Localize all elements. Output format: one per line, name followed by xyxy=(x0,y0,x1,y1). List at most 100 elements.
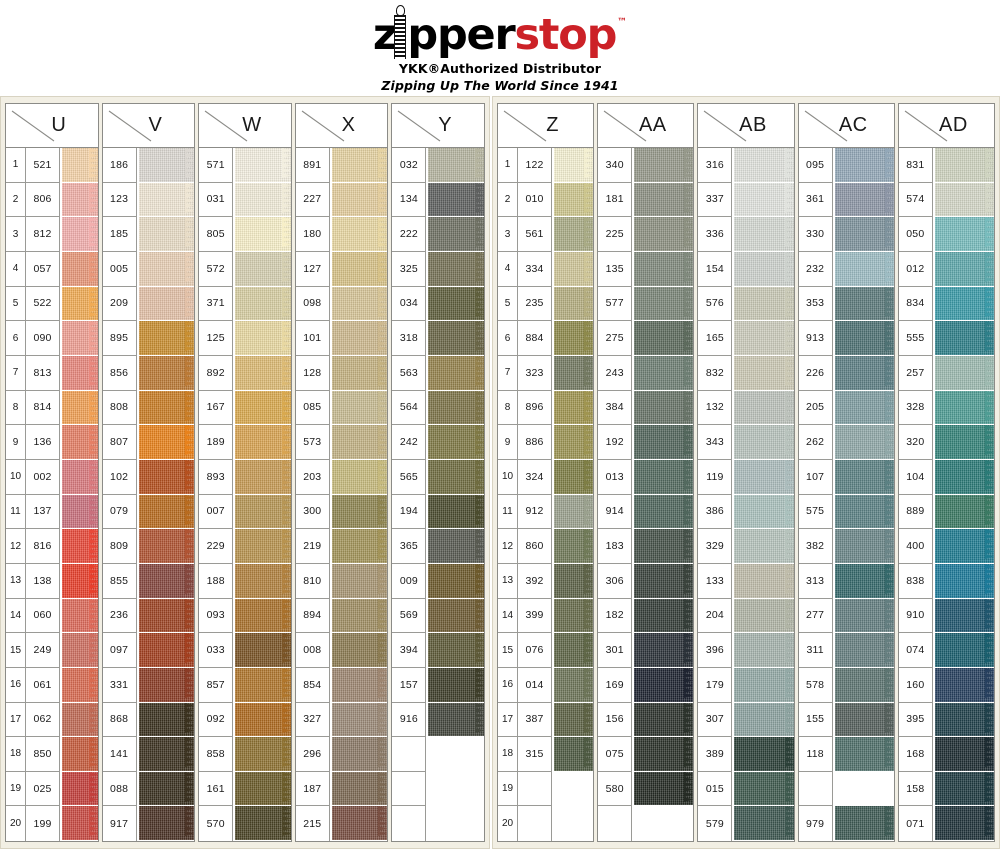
table-row[interactable]: 855 xyxy=(102,563,195,599)
color-swatch[interactable] xyxy=(552,321,594,356)
table-row[interactable]: 340 xyxy=(598,148,694,183)
table-row[interactable]: 328 xyxy=(898,390,995,426)
color-swatch[interactable] xyxy=(233,771,291,807)
table-row[interactable]: 189 xyxy=(199,425,291,460)
color-swatch[interactable] xyxy=(932,251,995,287)
color-swatch[interactable] xyxy=(329,286,388,322)
table-row[interactable]: 095 xyxy=(798,148,894,183)
table-row[interactable]: 8 896 xyxy=(498,390,594,426)
table-row[interactable]: 275 xyxy=(598,321,694,356)
color-swatch[interactable] xyxy=(632,355,694,391)
color-swatch[interactable] xyxy=(632,737,694,772)
color-swatch[interactable] xyxy=(233,217,291,252)
table-row[interactable]: 386 xyxy=(698,494,794,530)
color-swatch[interactable] xyxy=(632,425,694,460)
color-swatch[interactable] xyxy=(932,702,995,738)
color-swatch[interactable] xyxy=(632,667,694,703)
table-row[interactable]: 005 xyxy=(102,251,195,287)
color-swatch[interactable] xyxy=(932,148,995,183)
color-swatch[interactable] xyxy=(329,494,388,530)
color-swatch[interactable] xyxy=(632,598,694,634)
color-swatch[interactable] xyxy=(60,667,98,703)
color-swatch[interactable] xyxy=(329,425,388,460)
table-row[interactable]: 301 xyxy=(598,633,694,668)
table-row[interactable]: 154 xyxy=(698,251,794,287)
table-row[interactable]: 008 xyxy=(295,633,388,668)
table-row[interactable]: 336 xyxy=(698,217,794,252)
color-swatch[interactable] xyxy=(552,563,594,599)
color-swatch[interactable] xyxy=(732,702,794,738)
color-swatch[interactable] xyxy=(60,459,98,495)
color-swatch[interactable] xyxy=(233,806,291,841)
color-swatch[interactable] xyxy=(832,286,894,322)
table-row[interactable]: 188 xyxy=(199,563,291,599)
color-swatch[interactable] xyxy=(136,148,195,183)
table-row[interactable]: 16 061 xyxy=(6,667,98,703)
table-row[interactable]: 572 xyxy=(199,251,291,287)
color-swatch[interactable] xyxy=(632,563,694,599)
table-row[interactable]: 133 xyxy=(698,563,794,599)
table-row[interactable]: 5 522 xyxy=(6,286,98,322)
table-row[interactable]: 227 xyxy=(295,182,388,218)
color-swatch[interactable] xyxy=(832,771,894,807)
color-swatch[interactable] xyxy=(136,563,195,599)
color-swatch[interactable] xyxy=(832,182,894,218)
table-row[interactable]: 033 xyxy=(199,633,291,668)
table-row[interactable]: 16 014 xyxy=(498,667,594,703)
table-row[interactable] xyxy=(598,806,694,841)
color-swatch[interactable] xyxy=(136,598,195,634)
color-swatch[interactable] xyxy=(329,390,388,426)
table-row[interactable]: 916 xyxy=(392,702,484,738)
color-swatch[interactable] xyxy=(832,563,894,599)
table-row[interactable]: 343 xyxy=(698,425,794,460)
table-row[interactable]: 219 xyxy=(295,529,388,564)
table-row[interactable]: 104 xyxy=(898,459,995,495)
color-swatch[interactable] xyxy=(552,286,594,322)
table-row[interactable]: 031 xyxy=(199,182,291,218)
color-swatch[interactable] xyxy=(426,667,484,703)
table-row[interactable]: 1 521 xyxy=(6,148,98,183)
table-row[interactable]: 895 xyxy=(102,321,195,356)
table-row[interactable]: 18 315 xyxy=(498,737,594,772)
color-swatch[interactable] xyxy=(329,771,388,807)
table-row[interactable]: 075 xyxy=(598,737,694,772)
color-swatch[interactable] xyxy=(932,771,995,807)
table-row[interactable]: 565 xyxy=(392,459,484,495)
color-swatch[interactable] xyxy=(329,148,388,183)
table-row[interactable]: 098 xyxy=(295,286,388,322)
table-row[interactable]: 9 886 xyxy=(498,425,594,460)
table-row[interactable]: 182 xyxy=(598,598,694,634)
color-swatch[interactable] xyxy=(233,563,291,599)
table-row[interactable]: 4 057 xyxy=(6,251,98,287)
table-row[interactable]: 277 xyxy=(798,598,894,634)
color-swatch[interactable] xyxy=(552,529,594,564)
color-swatch[interactable] xyxy=(426,737,484,772)
color-swatch[interactable] xyxy=(632,702,694,738)
color-swatch[interactable] xyxy=(932,217,995,252)
table-row[interactable]: 329 xyxy=(698,529,794,564)
table-row[interactable]: 14 399 xyxy=(498,598,594,634)
color-swatch[interactable] xyxy=(60,598,98,634)
table-row[interactable]: 318 xyxy=(392,321,484,356)
color-swatch[interactable] xyxy=(932,182,995,218)
table-row[interactable]: 226 xyxy=(798,355,894,391)
color-swatch[interactable] xyxy=(60,737,98,772)
color-swatch[interactable] xyxy=(732,148,794,183)
color-swatch[interactable] xyxy=(233,148,291,183)
table-row[interactable]: 071 xyxy=(898,806,995,841)
color-swatch[interactable] xyxy=(832,217,894,252)
color-swatch[interactable] xyxy=(329,633,388,668)
color-swatch[interactable] xyxy=(832,667,894,703)
table-row[interactable]: 257 xyxy=(898,355,995,391)
table-row[interactable]: 580 xyxy=(598,771,694,807)
table-row[interactable]: 128 xyxy=(295,355,388,391)
color-swatch[interactable] xyxy=(136,321,195,356)
color-swatch[interactable] xyxy=(60,806,98,841)
color-swatch[interactable] xyxy=(552,390,594,426)
color-swatch[interactable] xyxy=(552,667,594,703)
color-swatch[interactable] xyxy=(60,251,98,287)
table-row[interactable]: 19 xyxy=(498,771,594,807)
table-row[interactable]: 155 xyxy=(798,702,894,738)
table-row[interactable]: 158 xyxy=(898,771,995,807)
table-row[interactable]: 809 xyxy=(102,529,195,564)
